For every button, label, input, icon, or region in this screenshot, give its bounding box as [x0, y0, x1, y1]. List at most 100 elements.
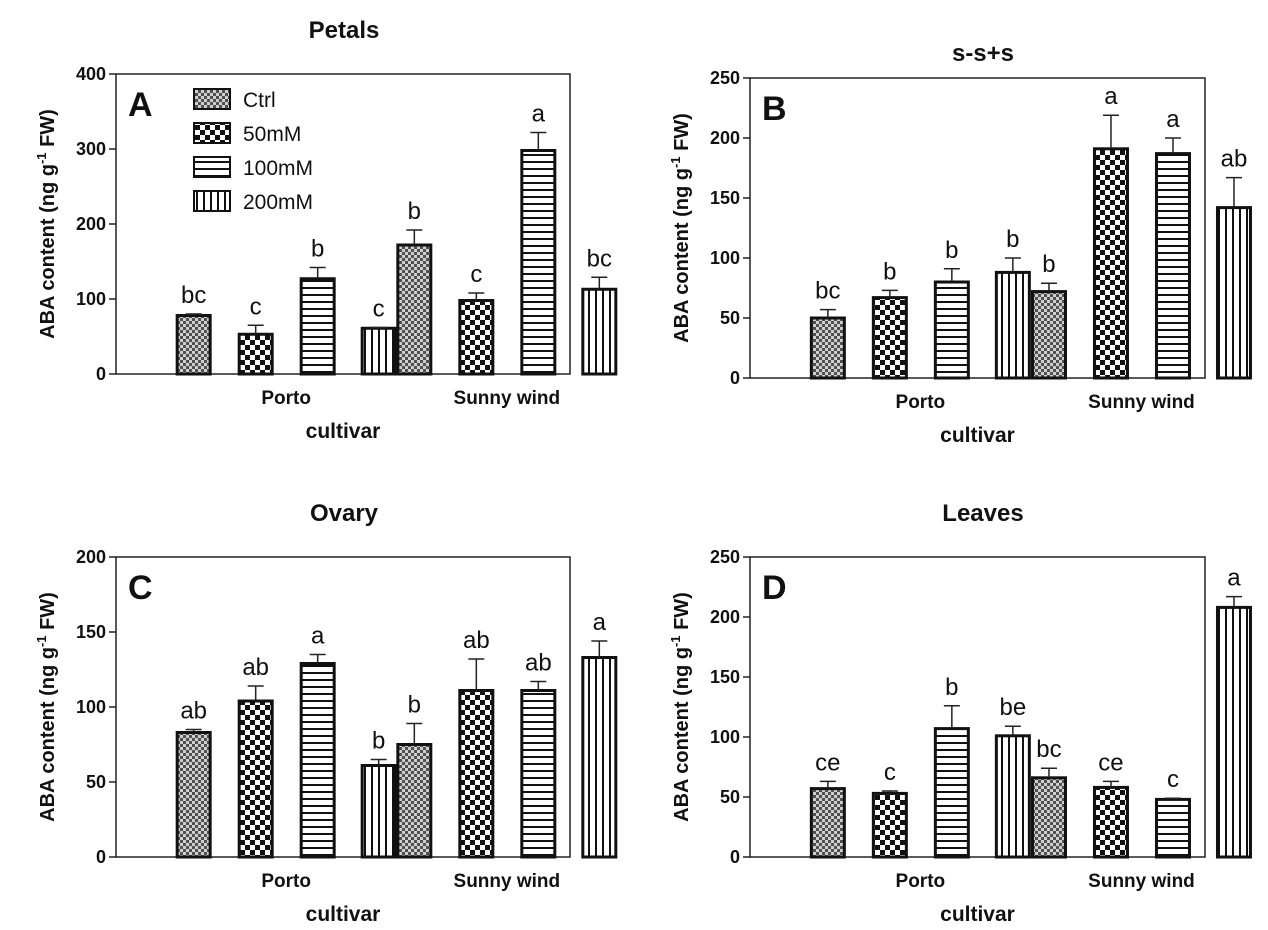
- significance-letter: be: [999, 694, 1026, 721]
- significance-letter: a: [532, 101, 546, 128]
- bar-200mM-porto: [360, 326, 397, 376]
- bar-100mM-porto: [299, 277, 336, 376]
- x-axis-label: cultivar: [306, 903, 381, 926]
- significance-letter: bc: [1036, 736, 1061, 763]
- y-tick-label: 0: [730, 847, 740, 867]
- y-axis-label: ABA content (ng g-1 FW): [668, 113, 693, 343]
- y-tick-label: 100: [710, 248, 740, 268]
- panel-title: Ovary: [310, 500, 379, 527]
- significance-letter: a: [1104, 83, 1118, 110]
- bar-200mM-sunny-wind: [581, 287, 618, 376]
- x-axis-label: cultivar: [306, 420, 381, 443]
- y-tick-label: 200: [76, 547, 106, 567]
- y-axis-label-main: ABA content (ng g: [671, 168, 693, 343]
- y-axis-label-main: ABA content (ng g: [37, 164, 59, 339]
- significance-letter: b: [408, 692, 421, 719]
- legend-label: Ctrl: [243, 89, 276, 112]
- significance-letter: ce: [815, 749, 840, 776]
- plot-frame: [749, 77, 1206, 379]
- legend-swatch: [193, 190, 231, 212]
- bar-200mM-sunny-wind: [1215, 206, 1252, 380]
- significance-letter: c: [1167, 766, 1179, 793]
- significance-letter: b: [1042, 251, 1055, 278]
- y-tick-label: 200: [710, 128, 740, 148]
- significance-letter: ab: [525, 650, 552, 677]
- y-tick-label: 100: [710, 727, 740, 747]
- bar-50mM-sunny-wind: [458, 689, 495, 859]
- y-axis-label: ABA content (ng g-1 FW): [668, 592, 693, 822]
- category-label: Sunny wind: [454, 388, 561, 409]
- bar-50mM-sunny-wind: [458, 299, 495, 376]
- y-tick-label: 300: [76, 139, 106, 159]
- significance-letter: ce: [1098, 749, 1123, 776]
- x-axis-label: cultivar: [940, 903, 1015, 926]
- legend-label: 50mM: [243, 123, 301, 146]
- y-tick-label: 250: [710, 547, 740, 567]
- legend-swatch: [193, 156, 231, 178]
- bar-200mM-porto: [994, 270, 1031, 380]
- y-tick-label: 0: [96, 364, 106, 384]
- y-axis-label-superscript: -1: [34, 635, 49, 647]
- y-tick-label: 50: [86, 772, 106, 792]
- significance-letter: b: [1006, 226, 1019, 253]
- significance-letter: a: [1227, 565, 1241, 592]
- y-axis-label-tail: FW): [671, 113, 693, 156]
- plot-frame: [749, 556, 1206, 858]
- significance-letter: ab: [242, 654, 269, 681]
- significance-letter: a: [593, 609, 607, 636]
- bar-Ctrl-sunny-wind: [396, 743, 433, 859]
- category-label: Porto: [896, 392, 946, 413]
- category-label: Porto: [896, 871, 946, 892]
- bar-Ctrl-porto: [809, 787, 846, 859]
- y-tick-label: 100: [76, 697, 106, 717]
- significance-letter: b: [945, 237, 958, 264]
- significance-letter: c: [373, 296, 385, 323]
- bar-Ctrl-sunny-wind: [1030, 776, 1067, 859]
- bar-200mM-porto: [360, 764, 397, 859]
- bar-100mM-porto: [933, 280, 970, 380]
- y-tick-label: 150: [710, 667, 740, 687]
- bar-50mM-porto: [871, 296, 908, 380]
- significance-letter: ab: [180, 698, 207, 725]
- y-tick-label: 50: [720, 787, 740, 807]
- legend-label: 200mM: [243, 191, 313, 214]
- y-axis-label-tail: FW): [671, 592, 693, 635]
- significance-letter: a: [311, 623, 325, 650]
- y-axis-label-main: ABA content (ng g: [671, 647, 693, 822]
- panel-label: C: [128, 569, 153, 607]
- y-axis-label: ABA content (ng g-1 FW): [34, 109, 59, 339]
- panel-label: B: [762, 90, 787, 128]
- significance-letter: b: [372, 728, 385, 755]
- bar-Ctrl-porto: [175, 314, 212, 376]
- bar-100mM-porto: [299, 662, 336, 859]
- significance-letter: b: [945, 674, 958, 701]
- category-label: Sunny wind: [1088, 871, 1195, 892]
- significance-letter: b: [408, 198, 421, 225]
- bar-50mM-porto: [237, 699, 274, 859]
- bar-50mM-sunny-wind: [1092, 785, 1129, 859]
- y-tick-label: 400: [76, 64, 106, 84]
- y-axis-label: ABA content (ng g-1 FW): [34, 592, 59, 822]
- legend-label: 100mM: [243, 157, 313, 180]
- bar-50mM-porto: [871, 791, 908, 859]
- y-tick-label: 0: [96, 847, 106, 867]
- y-axis-label-superscript: -1: [668, 156, 683, 168]
- y-tick-label: 100: [76, 289, 106, 309]
- x-axis-label: cultivar: [940, 424, 1015, 447]
- bar-200mM-sunny-wind: [581, 656, 618, 859]
- significance-letter: c: [470, 261, 482, 288]
- y-tick-label: 0: [730, 368, 740, 388]
- bar-200mM-sunny-wind: [1215, 605, 1252, 859]
- panel-title: Petals: [309, 17, 380, 44]
- y-axis-label-superscript: -1: [668, 635, 683, 647]
- bar-Ctrl-porto: [809, 316, 846, 380]
- bar-50mM-sunny-wind: [1092, 147, 1129, 380]
- panel-label: D: [762, 569, 787, 607]
- bar-100mM-sunny-wind: [1154, 152, 1191, 380]
- significance-letter: ab: [463, 627, 490, 654]
- category-label: Sunny wind: [454, 871, 561, 892]
- significance-letter: bc: [587, 245, 612, 272]
- significance-letter: ab: [1221, 146, 1248, 173]
- y-tick-label: 250: [710, 68, 740, 88]
